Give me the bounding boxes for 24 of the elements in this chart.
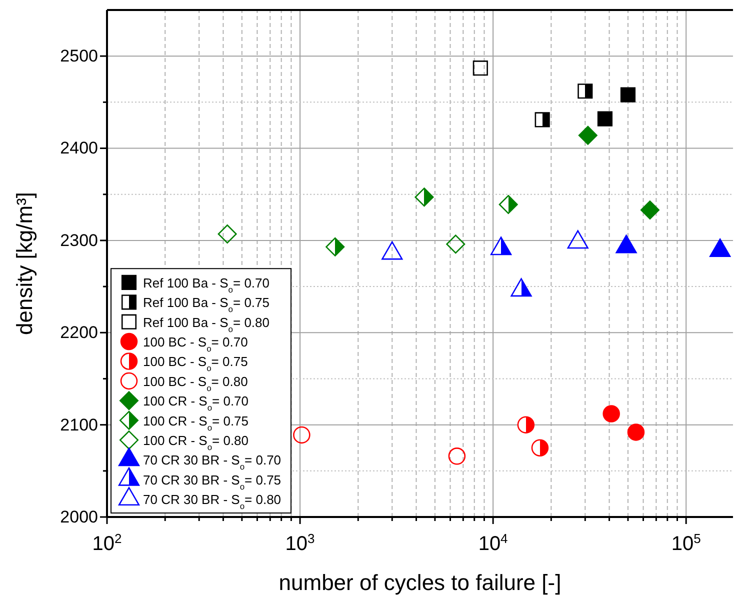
x-axis-title: number of cycles to failure [-]: [278, 570, 562, 595]
y-tick-label: 2400: [60, 138, 98, 158]
x-tick-label: 10$^{4}$: [478, 530, 508, 555]
legend-label: 100 BC - S$_{o}$= 0.80: [143, 374, 248, 393]
legend-label: 70 CR 30 BR - S$_{o}$= 0.75: [143, 472, 282, 492]
legend-label: 70 CR 30 BR - S$_{o}$= 0.80: [143, 492, 282, 512]
x-tick-label: 10$^{3}$: [285, 530, 315, 555]
y-tick-label: 2100: [60, 415, 98, 434]
x-tick-label: 10$^{2}$: [92, 530, 122, 555]
y-tick-label: 2500: [60, 46, 98, 66]
legend-label: Ref 100 Ba - S$_{o}$= 0.75: [143, 295, 270, 314]
legend-label: 70 CR 30 BR - S$_{o}$= 0.70: [143, 452, 282, 472]
legend-label: 100 BC - S$_{o}$= 0.70: [143, 334, 248, 354]
legend-label: Ref 100 Ba - S$_{o}$= 0.80: [143, 314, 270, 334]
legend-label: 100 CR - S$_{o}$= 0.75: [143, 413, 249, 432]
y-tick-label: 2000: [60, 507, 98, 526]
y-tick-label: 2300: [60, 230, 98, 250]
legend-label: 100 CR - S$_{o}$= 0.70: [143, 394, 249, 413]
x-tick-label: 10$^{5}$: [671, 530, 701, 555]
legend-label: 100 BC - S$_{o}$= 0.75: [143, 354, 248, 374]
legend-label: 100 CR - S$_{o}$= 0.80: [143, 433, 249, 452]
y-axis-title: density [kg/m³]: [12, 192, 37, 336]
y-tick-label: 2200: [60, 323, 98, 342]
legend-label: Ref 100 Ba - S$_{o}$= 0.70: [143, 275, 270, 294]
